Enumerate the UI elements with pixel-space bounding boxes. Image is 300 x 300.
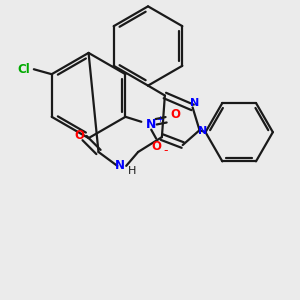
Text: -: -: [164, 144, 168, 157]
Text: O: O: [151, 140, 161, 153]
Text: H: H: [128, 166, 136, 176]
Text: O: O: [170, 108, 180, 121]
Text: Cl: Cl: [18, 63, 30, 76]
Text: +: +: [156, 115, 163, 124]
Text: N: N: [146, 118, 156, 131]
Text: N: N: [198, 126, 207, 136]
Text: N: N: [115, 159, 125, 172]
Text: N: N: [190, 98, 199, 108]
Text: O: O: [75, 129, 85, 142]
